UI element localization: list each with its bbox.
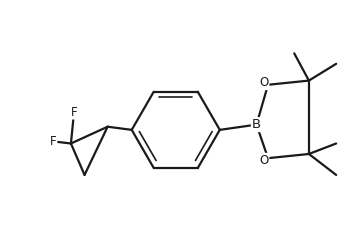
Text: B: B [252, 118, 261, 131]
Text: O: O [259, 76, 269, 89]
Text: F: F [50, 135, 56, 148]
Text: F: F [71, 106, 77, 119]
Text: O: O [259, 154, 269, 167]
